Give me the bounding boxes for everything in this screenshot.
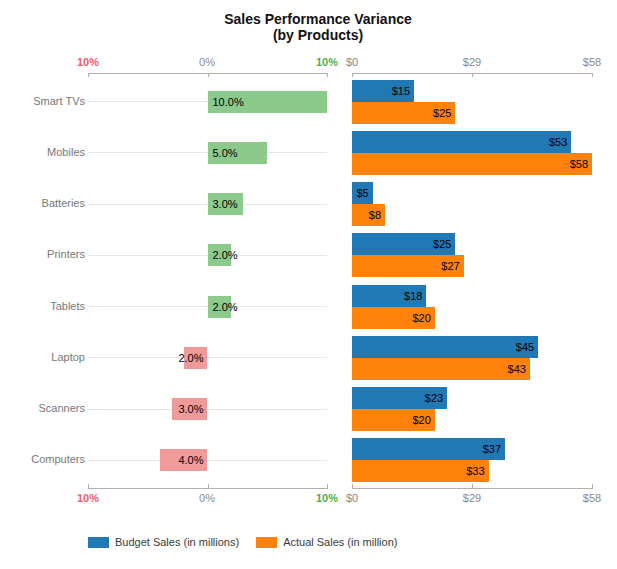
budget-value-label: $37 bbox=[431, 443, 501, 456]
budget-value-label: $53 bbox=[497, 136, 567, 149]
category-label: Batteries bbox=[0, 197, 85, 209]
axis-tick bbox=[352, 484, 353, 488]
variance-value-label: 2.0% bbox=[134, 352, 204, 365]
actual-value-label: $20 bbox=[361, 414, 431, 427]
variance-axis-bottom-zero-label: 0% bbox=[199, 492, 215, 504]
variance-value-label: 3.0% bbox=[134, 403, 204, 416]
actual-value-label: $8 bbox=[311, 209, 381, 222]
axis-tick bbox=[88, 73, 89, 77]
budget-value-label: $15 bbox=[340, 85, 410, 98]
axis-tick bbox=[208, 73, 209, 77]
category-label: Mobiles bbox=[0, 146, 85, 158]
axis-tick bbox=[208, 484, 209, 488]
budget-value-label: $18 bbox=[352, 290, 422, 303]
actual-value-label: $58 bbox=[518, 158, 588, 171]
variance-value-label: 5.0% bbox=[213, 147, 238, 160]
legend-item-budget[interactable]: Budget Sales (in millions) bbox=[88, 536, 239, 548]
axis-tick bbox=[352, 73, 353, 77]
chart-title: Sales Performance Variance (by Products) bbox=[118, 11, 518, 43]
actual-value-label: $43 bbox=[456, 363, 526, 376]
legend-label-actual: Actual Sales (in million) bbox=[283, 536, 397, 548]
legend-label-budget: Budget Sales (in millions) bbox=[115, 536, 239, 548]
sales-axis-bottom-min-label: $0 bbox=[346, 492, 358, 504]
row-gridline bbox=[88, 409, 327, 410]
variance-axis-top-zero-label: 0% bbox=[199, 56, 215, 68]
sales-axis-top-max-label: $58 bbox=[583, 56, 601, 68]
actual-value-label: $20 bbox=[361, 312, 431, 325]
chart-page: { "title": {"line1": "Sales Performance … bbox=[0, 0, 617, 569]
variance-value-label: 2.0% bbox=[213, 301, 238, 314]
category-label: Scanners bbox=[0, 402, 85, 414]
budget-value-label: $23 bbox=[373, 392, 443, 405]
axis-tick bbox=[472, 484, 473, 488]
axis-tick bbox=[592, 484, 593, 488]
category-label: Computers bbox=[0, 453, 85, 465]
category-label: Laptop bbox=[0, 351, 85, 363]
row-gridline bbox=[88, 460, 327, 461]
axis-tick bbox=[88, 484, 89, 488]
variance-axis-top-max-label: 10% bbox=[316, 56, 338, 68]
budget-value-label: $45 bbox=[464, 341, 534, 354]
actual-value-label: $33 bbox=[415, 465, 485, 478]
variance-value-label: 3.0% bbox=[213, 198, 238, 211]
sales-axis-bottom-line bbox=[352, 488, 593, 489]
axis-tick bbox=[327, 73, 328, 77]
axis-tick bbox=[327, 484, 328, 488]
legend: Budget Sales (in millions) Actual Sales … bbox=[88, 536, 414, 548]
chart-title-line1: Sales Performance Variance bbox=[118, 11, 518, 27]
chart-title-line2: (by Products) bbox=[118, 27, 518, 43]
row-gridline bbox=[88, 357, 327, 358]
variance-axis-bottom-line bbox=[88, 488, 328, 489]
variance-value-label: 2.0% bbox=[213, 249, 238, 262]
legend-swatch-actual bbox=[256, 537, 277, 548]
variance-value-label: 10.0% bbox=[213, 96, 244, 109]
category-label: Smart TVs bbox=[0, 95, 85, 107]
legend-item-actual[interactable]: Actual Sales (in million) bbox=[256, 536, 397, 548]
variance-value-label: 4.0% bbox=[134, 454, 204, 467]
actual-value-label: $27 bbox=[390, 260, 460, 273]
category-label: Tablets bbox=[0, 300, 85, 312]
variance-axis-bottom-max-label: 10% bbox=[316, 492, 338, 504]
sales-axis-top-mid-label: $29 bbox=[463, 56, 481, 68]
axis-tick bbox=[592, 73, 593, 77]
category-label: Printers bbox=[0, 248, 85, 260]
axis-tick bbox=[472, 73, 473, 77]
budget-value-label: $5 bbox=[299, 187, 369, 200]
sales-axis-bottom-max-label: $58 bbox=[583, 492, 601, 504]
variance-axis-top-min-label: 10% bbox=[77, 56, 99, 68]
actual-value-label: $25 bbox=[381, 107, 451, 120]
budget-value-label: $25 bbox=[381, 238, 451, 251]
sales-axis-top-min-label: $0 bbox=[346, 56, 358, 68]
variance-axis-bottom-min-label: 10% bbox=[77, 492, 99, 504]
legend-swatch-budget bbox=[88, 537, 109, 548]
sales-axis-bottom-mid-label: $29 bbox=[463, 492, 481, 504]
